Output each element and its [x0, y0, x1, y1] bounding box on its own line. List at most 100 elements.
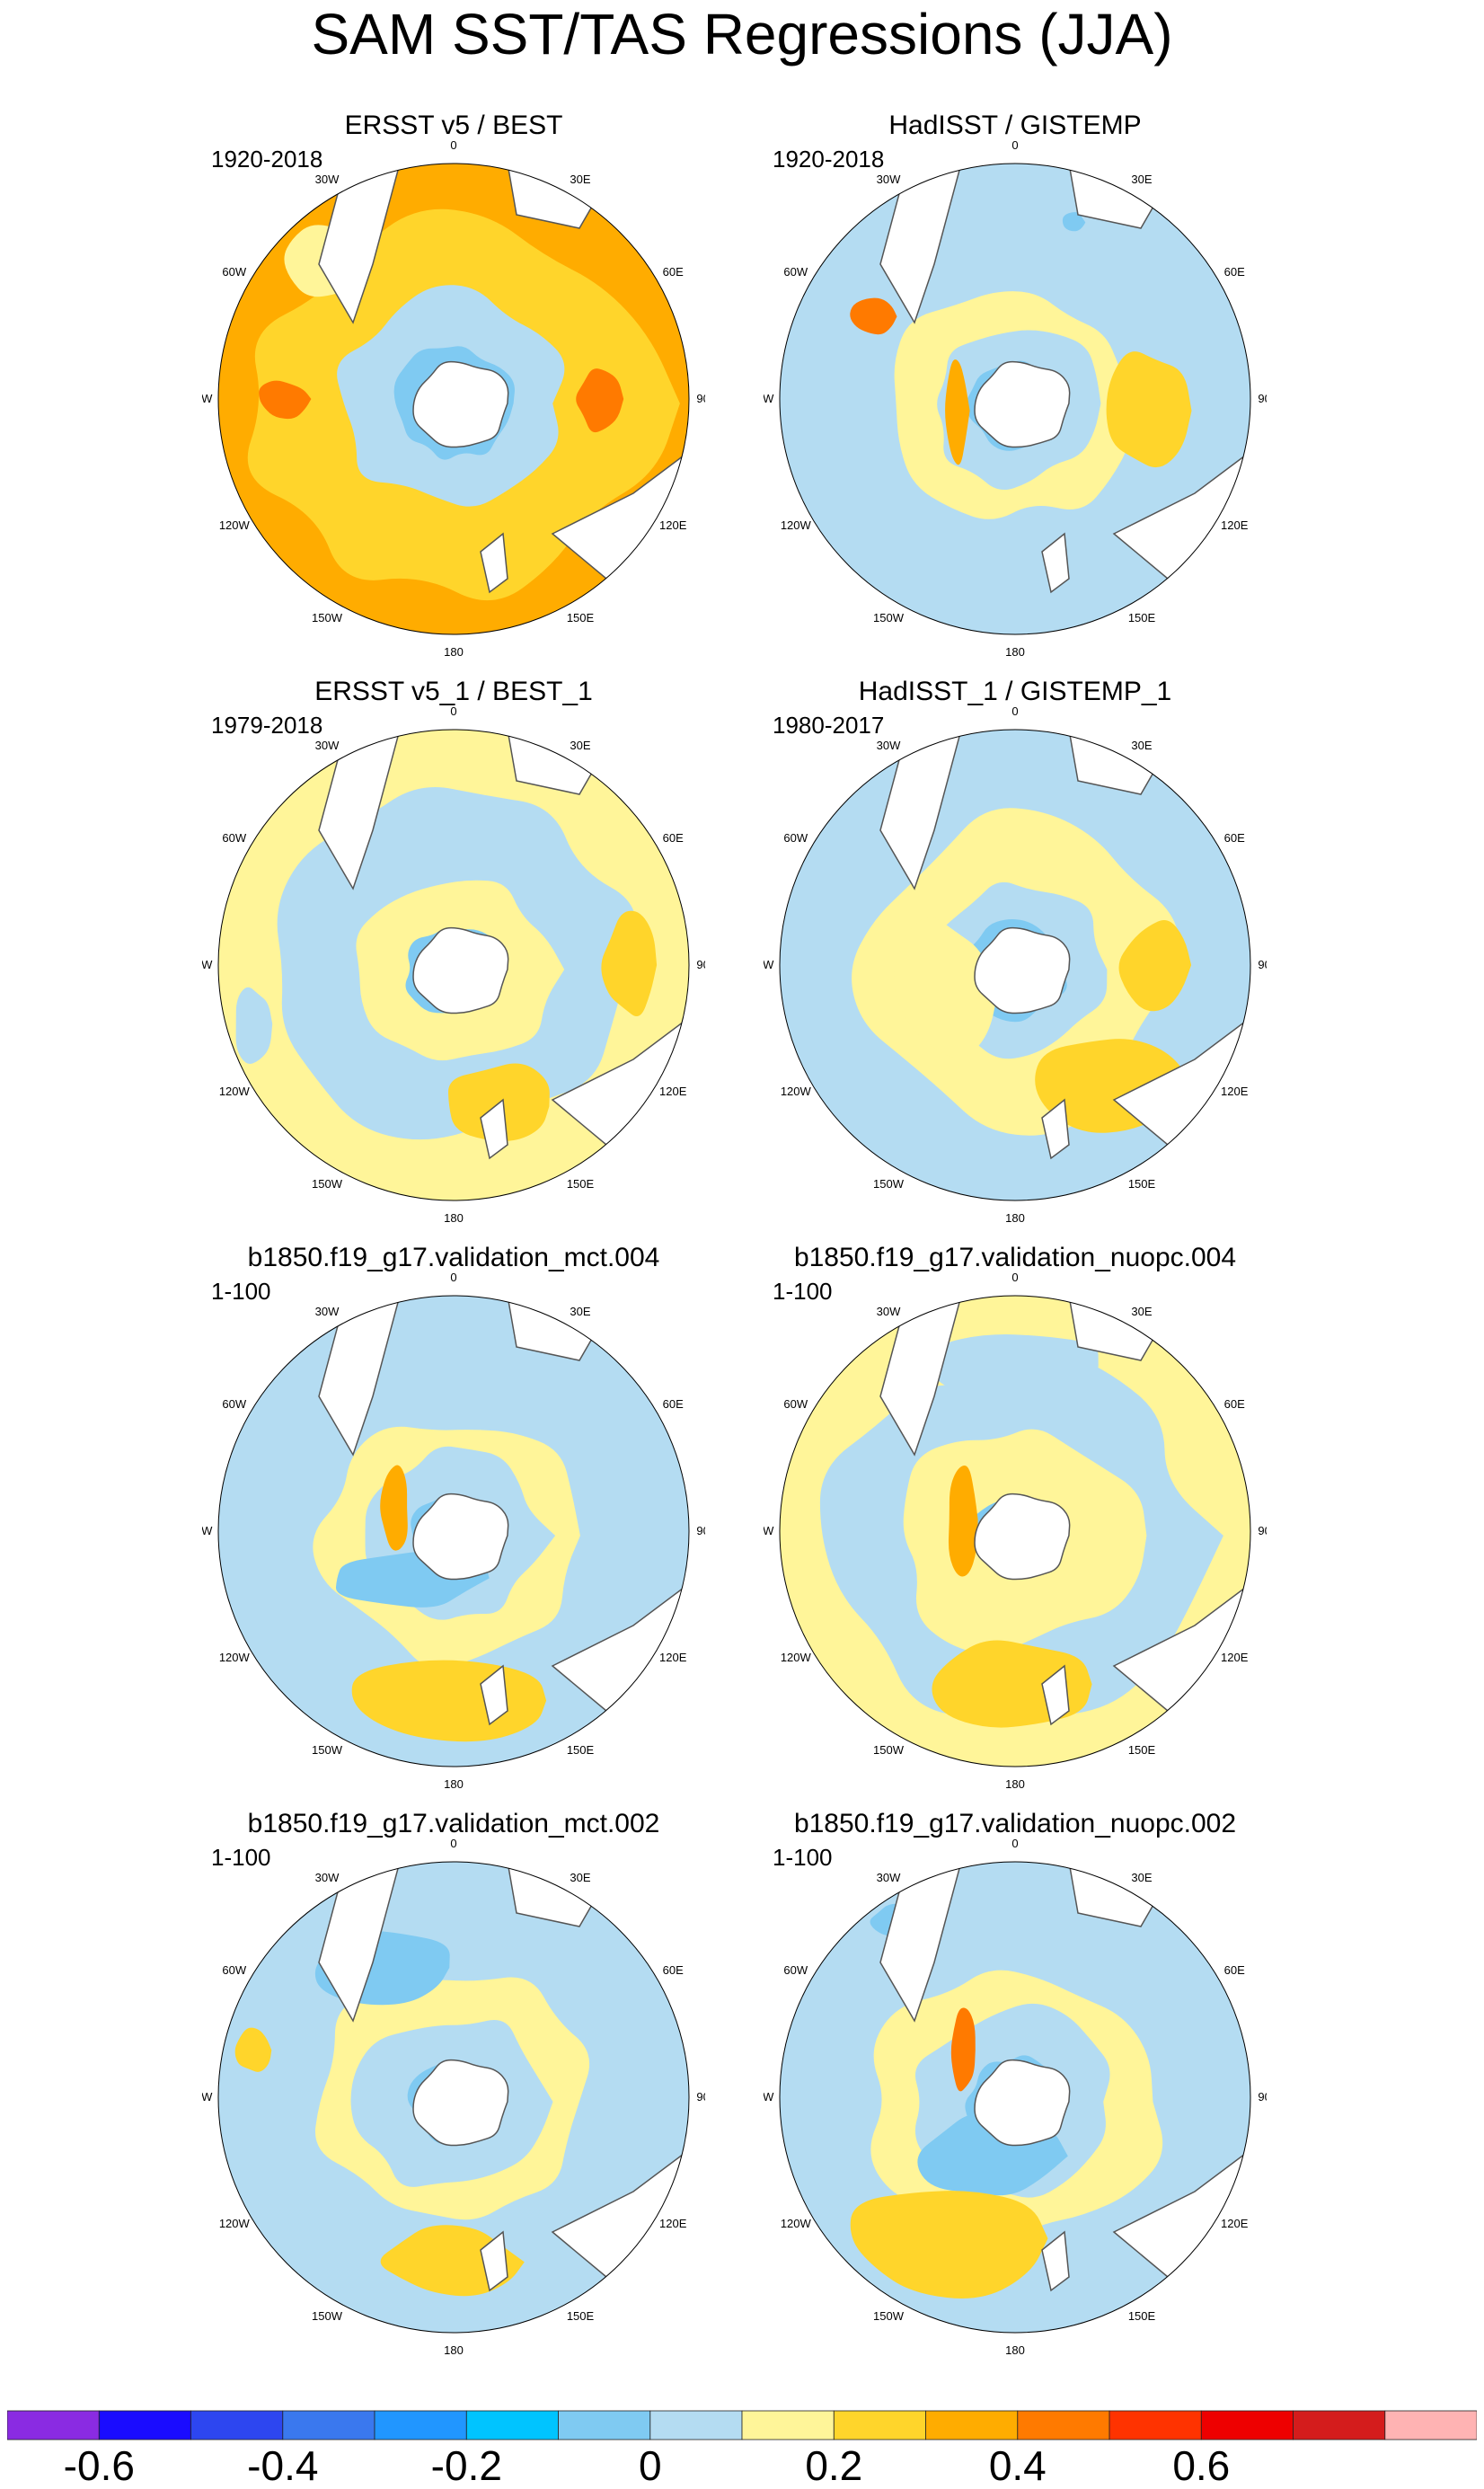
- longitude-label: 90W: [202, 2090, 213, 2104]
- colorbar-swatch: [833, 2410, 926, 2440]
- longitude-label: 60E: [663, 1397, 684, 1411]
- colorbar-swatch: [741, 2410, 835, 2440]
- longitude-label: 180: [444, 1777, 464, 1790]
- longitude-label: 120W: [781, 1651, 812, 1664]
- longitude-label: 120E: [1221, 518, 1249, 532]
- polar-map: 0 30E 60E 90E 120E 150E 180 150W 120W 90W 60W 30W: [764, 1271, 1267, 1790]
- polar-map: 0 30E 60E 90E 120E 150E 180 150W 120W 90W 60W 30W: [202, 1271, 705, 1790]
- map-panel: 0 30E 60E 90E 120E 150E 180 150W 120W 90W 60W 30W b1…: [764, 1242, 1267, 1790]
- longitude-label: 90E: [1258, 392, 1267, 405]
- longitude-label: 60E: [663, 831, 684, 845]
- longitude-label: 150E: [567, 1177, 595, 1191]
- longitude-label: 180: [444, 1211, 464, 1224]
- colorbar-swatch: [925, 2410, 1019, 2440]
- colorbar-swatch: [282, 2410, 375, 2440]
- colorbar-swatch: [558, 2410, 651, 2440]
- longitude-label: 150W: [312, 2309, 343, 2323]
- longitude-label: 180: [1005, 1211, 1025, 1224]
- longitude-label: 120W: [219, 1651, 251, 1664]
- colorbar-swatch: [374, 2410, 467, 2440]
- colorbar-label: -0.6: [63, 2442, 135, 2489]
- new-zealand-landmass: [480, 2230, 508, 2292]
- longitude-label: 150W: [312, 1743, 343, 1757]
- south-america-landmass: [879, 730, 962, 890]
- panel-title: b1850.f19_g17.validation_nuopc.004: [793, 1243, 1237, 1272]
- contour-anomaly: [850, 297, 897, 335]
- contour-anomaly: [234, 2027, 272, 2072]
- colorbar-swatch: [98, 2410, 192, 2440]
- longitude-label: 60E: [663, 265, 684, 279]
- longitude-label: 0: [1011, 1837, 1018, 1850]
- map-panel: 0 30E 60E 90E 120E 150E 180 150W 120W 90W 60W 30W ER…: [202, 676, 705, 1224]
- longitude-label: 150W: [312, 1177, 343, 1191]
- colorbar-swatch: [465, 2410, 559, 2440]
- contour-anomaly: [948, 1465, 978, 1577]
- longitude-label: 120E: [1221, 1085, 1249, 1098]
- longitude-label: 30E: [570, 1305, 590, 1318]
- antarctica-landmass: [412, 360, 509, 448]
- map-boundary: [779, 729, 1251, 1201]
- colorbar: [7, 2410, 1477, 2440]
- longitude-label: 150W: [312, 611, 343, 624]
- panel-title: b1850.f19_g17.validation_mct.004: [247, 1243, 660, 1272]
- longitude-label: 60E: [1224, 1963, 1245, 1977]
- longitude-label: 30E: [1131, 173, 1152, 186]
- longitude-label: 60W: [783, 265, 808, 279]
- longitude-label: 90E: [696, 958, 705, 971]
- longitude-label: 180: [444, 2343, 464, 2356]
- colorbar-swatch: [7, 2410, 100, 2440]
- longitude-label: 90E: [1258, 2090, 1267, 2104]
- colorbar-swatch: [1384, 2410, 1477, 2440]
- longitude-label: 0: [450, 1837, 456, 1850]
- longitude-label: 60W: [783, 1397, 808, 1411]
- longitude-label: 150E: [1128, 611, 1156, 624]
- contour-anomaly: [894, 917, 999, 1058]
- longitude-label: 90E: [1258, 1524, 1267, 1537]
- contour-anomaly: [576, 368, 624, 433]
- map-boundary: [217, 729, 690, 1201]
- period-label: 1979-2018: [211, 712, 323, 739]
- longitude-label: 30W: [315, 1871, 340, 1884]
- colorbar-swatch: [1293, 2410, 1386, 2440]
- longitude-label: 120E: [659, 2217, 687, 2230]
- longitude-label: 90W: [202, 1524, 213, 1537]
- longitude-label: 120W: [781, 1085, 812, 1098]
- longitude-label: 0: [1011, 138, 1018, 152]
- polar-map: 0 30E 60E 90E 120E 150E 180 150W 120W 90W 60W 30W: [202, 704, 705, 1224]
- south-america-landmass: [318, 1862, 401, 2023]
- longitude-label: 90E: [696, 2090, 705, 2104]
- longitude-label: 30W: [877, 173, 901, 186]
- colorbar-swatch: [1109, 2410, 1202, 2440]
- longitude-label: 0: [1011, 1271, 1018, 1284]
- longitude-label: 60W: [222, 1397, 246, 1411]
- contour-anomaly: [380, 1465, 408, 1551]
- period-label: 1-100: [773, 1278, 833, 1305]
- new-zealand-landmass: [480, 1098, 508, 1160]
- longitude-label: 90E: [696, 1524, 705, 1537]
- contour-anomaly: [850, 2191, 1048, 2299]
- longitude-label: 120W: [781, 2217, 812, 2230]
- period-label: 1980-2017: [773, 712, 885, 739]
- longitude-label: 0: [450, 138, 456, 152]
- south-america-landmass: [879, 164, 962, 324]
- longitude-label: 30W: [877, 739, 901, 752]
- contour-anomaly: [931, 1334, 1099, 1403]
- south-america-landmass: [318, 730, 401, 890]
- map-boundary: [779, 1861, 1251, 2334]
- new-zealand-landmass: [1041, 2230, 1070, 2292]
- map-panel: 0 30E 60E 90E 120E 150E 180 150W 120W 90W 60W 30W b1…: [764, 1808, 1267, 2356]
- new-zealand-landmass: [1041, 532, 1070, 594]
- antarctica-landmass: [412, 2059, 509, 2147]
- longitude-label: 30E: [1131, 1305, 1152, 1318]
- colorbar-swatch: [1200, 2410, 1294, 2440]
- map-boundary: [779, 163, 1251, 635]
- map-panel: 0 30E 60E 90E 120E 150E 180 150W 120W 90W 60W 30W ER…: [202, 110, 705, 658]
- longitude-label: 120W: [219, 1085, 251, 1098]
- antarctica-landmass: [974, 926, 1071, 1014]
- contour-anomaly: [1062, 212, 1086, 232]
- longitude-label: 120E: [1221, 2217, 1249, 2230]
- new-zealand-landmass: [1041, 1098, 1070, 1160]
- contour-anomaly: [1106, 351, 1192, 468]
- colorbar-label: 0.2: [805, 2442, 863, 2489]
- longitude-label: 90E: [696, 392, 705, 405]
